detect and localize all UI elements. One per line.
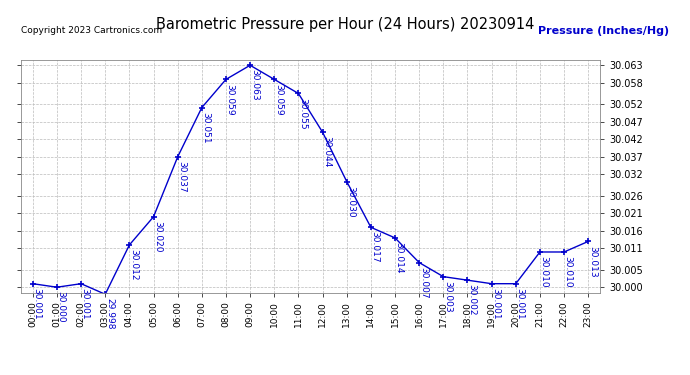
- Text: 30.001: 30.001: [515, 288, 524, 320]
- Text: 30.044: 30.044: [322, 136, 331, 168]
- Text: 30.059: 30.059: [274, 84, 283, 115]
- Text: 30.020: 30.020: [153, 221, 162, 252]
- Text: 30.059: 30.059: [226, 84, 235, 115]
- Text: 30.003: 30.003: [443, 281, 452, 312]
- Text: 30.001: 30.001: [81, 288, 90, 320]
- Text: 30.051: 30.051: [201, 112, 210, 143]
- Text: Pressure (Inches/Hg): Pressure (Inches/Hg): [538, 26, 669, 36]
- Text: 30.030: 30.030: [346, 186, 355, 218]
- Text: 30.063: 30.063: [250, 69, 259, 101]
- Text: 30.001: 30.001: [491, 288, 500, 320]
- Text: Copyright 2023 Cartronics.com: Copyright 2023 Cartronics.com: [21, 26, 162, 35]
- Text: 30.055: 30.055: [298, 98, 307, 129]
- Text: 29.998: 29.998: [105, 298, 114, 330]
- Text: 30.037: 30.037: [177, 161, 186, 193]
- Text: 30.007: 30.007: [419, 267, 428, 298]
- Text: 30.010: 30.010: [564, 256, 573, 288]
- Text: 30.014: 30.014: [395, 242, 404, 274]
- Text: 30.002: 30.002: [467, 284, 476, 316]
- Text: 30.000: 30.000: [57, 291, 66, 323]
- Text: 30.001: 30.001: [32, 288, 41, 320]
- Text: 30.010: 30.010: [540, 256, 549, 288]
- Text: 30.012: 30.012: [129, 249, 138, 280]
- Text: 30.013: 30.013: [588, 246, 597, 277]
- Text: Barometric Pressure per Hour (24 Hours) 20230914: Barometric Pressure per Hour (24 Hours) …: [156, 17, 534, 32]
- Text: 30.017: 30.017: [371, 231, 380, 263]
